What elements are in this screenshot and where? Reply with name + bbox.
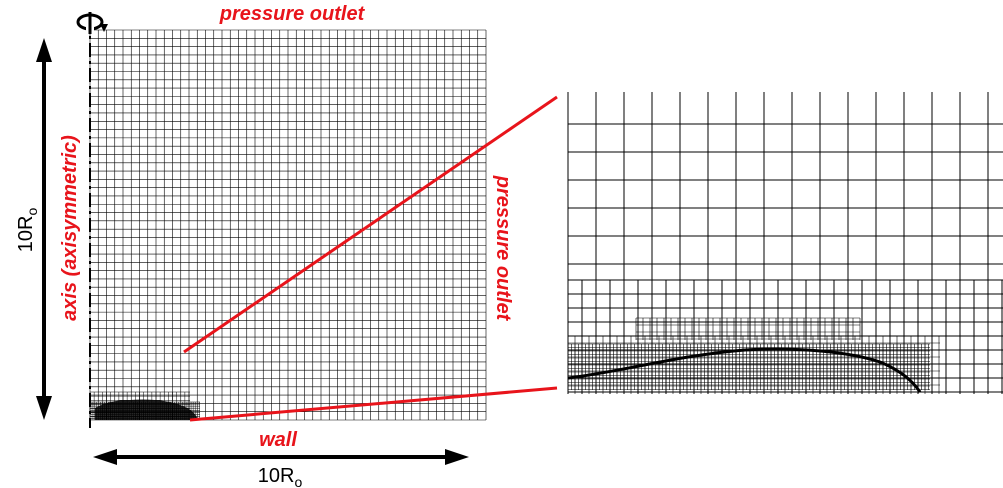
width-dimension-label: 10Ro xyxy=(258,465,303,488)
left-boundary-label: axis (axisymmetric) xyxy=(59,135,81,321)
zoom-mesh-grid xyxy=(567,92,1003,394)
main-bubble-region xyxy=(95,399,198,420)
top-boundary-label: pressure outlet xyxy=(219,3,366,25)
zoom-line-top xyxy=(183,95,558,354)
zoom-bubble-interface xyxy=(567,347,922,393)
width-dimension-arrow xyxy=(93,449,469,465)
rotation-arrow-icon xyxy=(76,12,108,34)
height-dimension-label: 10Ro xyxy=(15,208,40,253)
right-boundary-label: pressure outlet xyxy=(492,175,514,322)
zoom-line-bottom xyxy=(189,386,558,422)
main-mesh-grid xyxy=(89,29,487,421)
bottom-boundary-label: wall xyxy=(259,429,297,451)
height-dimension-arrow xyxy=(36,38,52,420)
